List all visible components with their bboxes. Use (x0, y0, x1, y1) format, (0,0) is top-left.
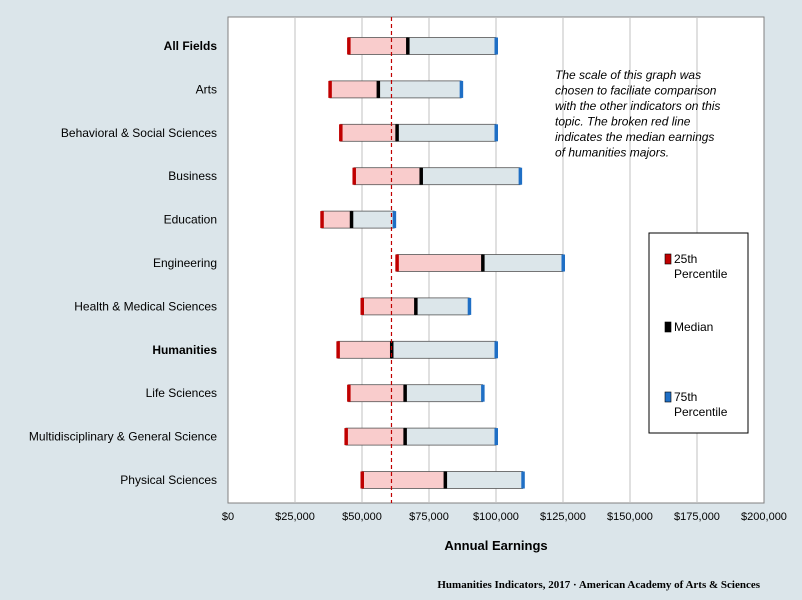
legend-label: Percentile (674, 405, 728, 419)
bar-lower-segment (353, 167, 422, 186)
category-label: Business (168, 169, 217, 183)
x-tick-label: $100,000 (473, 511, 519, 523)
percentile25-marker (347, 37, 351, 55)
median-marker (376, 80, 381, 98)
bar-lower-segment (321, 210, 352, 229)
median-marker (443, 471, 448, 489)
bar-upper-segment (404, 384, 484, 403)
percentile25-marker (352, 167, 356, 185)
legend-label: 75th (674, 390, 697, 404)
bars (320, 37, 565, 489)
legend-label: Median (674, 320, 713, 334)
bar-upper-segment (391, 340, 497, 359)
legend-swatch (664, 391, 672, 403)
percentile75-marker (494, 124, 498, 142)
percentile75-marker (392, 211, 397, 229)
annotation-line: The scale of this graph was (555, 68, 701, 82)
bar-upper-segment (407, 37, 497, 55)
category-label: All Fields (164, 39, 218, 53)
category-label: Life Sciences (146, 386, 217, 400)
percentile75-marker (561, 254, 565, 272)
percentile75-marker (494, 341, 498, 359)
percentile25-marker (344, 428, 348, 446)
percentile75-marker (481, 384, 485, 402)
percentile75-marker (459, 80, 464, 98)
category-label: Education (164, 213, 217, 227)
x-tick-label: $0 (222, 511, 234, 523)
legend-label: 25th (674, 252, 697, 266)
x-tick-labels: $0 $25,000 $50,000 $75,000 $100,000 $125,000 $… (222, 511, 787, 523)
median-marker (403, 428, 407, 446)
bar-upper-segment (415, 297, 470, 316)
category-label: Humanities (152, 343, 217, 357)
bar-lower-segment (345, 427, 406, 446)
bar-upper-segment (482, 254, 564, 272)
bar-lower-segment (348, 37, 408, 55)
bar-upper-segment (396, 123, 497, 142)
median-marker (406, 37, 410, 55)
percentile75-marker (518, 167, 523, 185)
x-tick-label: $200,000 (741, 511, 787, 523)
bar-lower-segment (396, 254, 483, 272)
x-tick-label: $75,000 (409, 511, 449, 523)
category-label: Behavioral & Social Sciences (61, 126, 217, 140)
x-tick-label: $125,000 (540, 511, 586, 523)
bar-upper-segment (420, 167, 521, 186)
median-marker (349, 211, 354, 229)
percentile75-marker (494, 428, 498, 446)
x-tick-label: $50,000 (342, 511, 382, 523)
category-label: Multidisciplinary & General Science (29, 430, 217, 444)
bar-upper-segment (444, 471, 524, 489)
category-label: Physical Sciences (120, 473, 217, 487)
annotation-line: topic. The broken red line (555, 115, 691, 129)
percentile25-marker (328, 80, 332, 98)
category-label: Engineering (153, 256, 217, 270)
legend-swatch (664, 321, 672, 333)
percentile75-marker (521, 471, 525, 489)
median-marker (395, 124, 399, 142)
median-marker (414, 297, 418, 315)
annotation-line: with the other indicators on this (555, 99, 720, 113)
percentile25-marker (336, 341, 340, 359)
bar-upper-segment (377, 80, 462, 99)
percentile75-marker (494, 37, 498, 55)
bar-lower-segment (340, 123, 398, 142)
x-tick-label: $150,000 (607, 511, 653, 523)
percentile25-marker (320, 211, 324, 229)
annotation-line: of humanities majors. (555, 146, 669, 160)
category-label: Arts (196, 82, 217, 96)
percentile25-marker (395, 254, 399, 272)
category-label: Health & Medical Sciences (74, 299, 217, 313)
footer-credit: Humanities Indicators, 2017 · American A… (437, 579, 760, 591)
bar-upper-segment (350, 210, 395, 229)
annotation-line: chosen to faciliate comparison (555, 84, 717, 98)
annotation-note: The scale of this graph was chosen to fac… (555, 68, 720, 160)
bar-lower-segment (361, 297, 416, 316)
bar-lower-segment (348, 384, 406, 403)
percentile75-marker (467, 297, 472, 315)
annotation-line: indicates the median earnings (555, 130, 714, 144)
percentile25-marker (347, 384, 351, 402)
x-tick-label: $25,000 (275, 511, 315, 523)
bar-upper-segment (404, 427, 497, 446)
x-axis-title: Annual Earnings (444, 538, 547, 553)
legend-label: Percentile (674, 267, 728, 281)
bar-lower-segment (337, 340, 392, 359)
median-marker (481, 254, 485, 272)
category-labels: All Fields Arts Behavioral & Social Scienc… (29, 39, 217, 487)
median-marker (419, 167, 423, 185)
x-tick-label: $175,000 (674, 511, 720, 523)
percentile25-marker (360, 297, 364, 315)
percentile25-marker (360, 471, 364, 489)
bar-lower-segment (361, 471, 446, 489)
percentile25-marker (339, 124, 343, 142)
median-marker (403, 384, 407, 402)
legend-swatch (664, 253, 672, 265)
bar-lower-segment (329, 80, 379, 99)
